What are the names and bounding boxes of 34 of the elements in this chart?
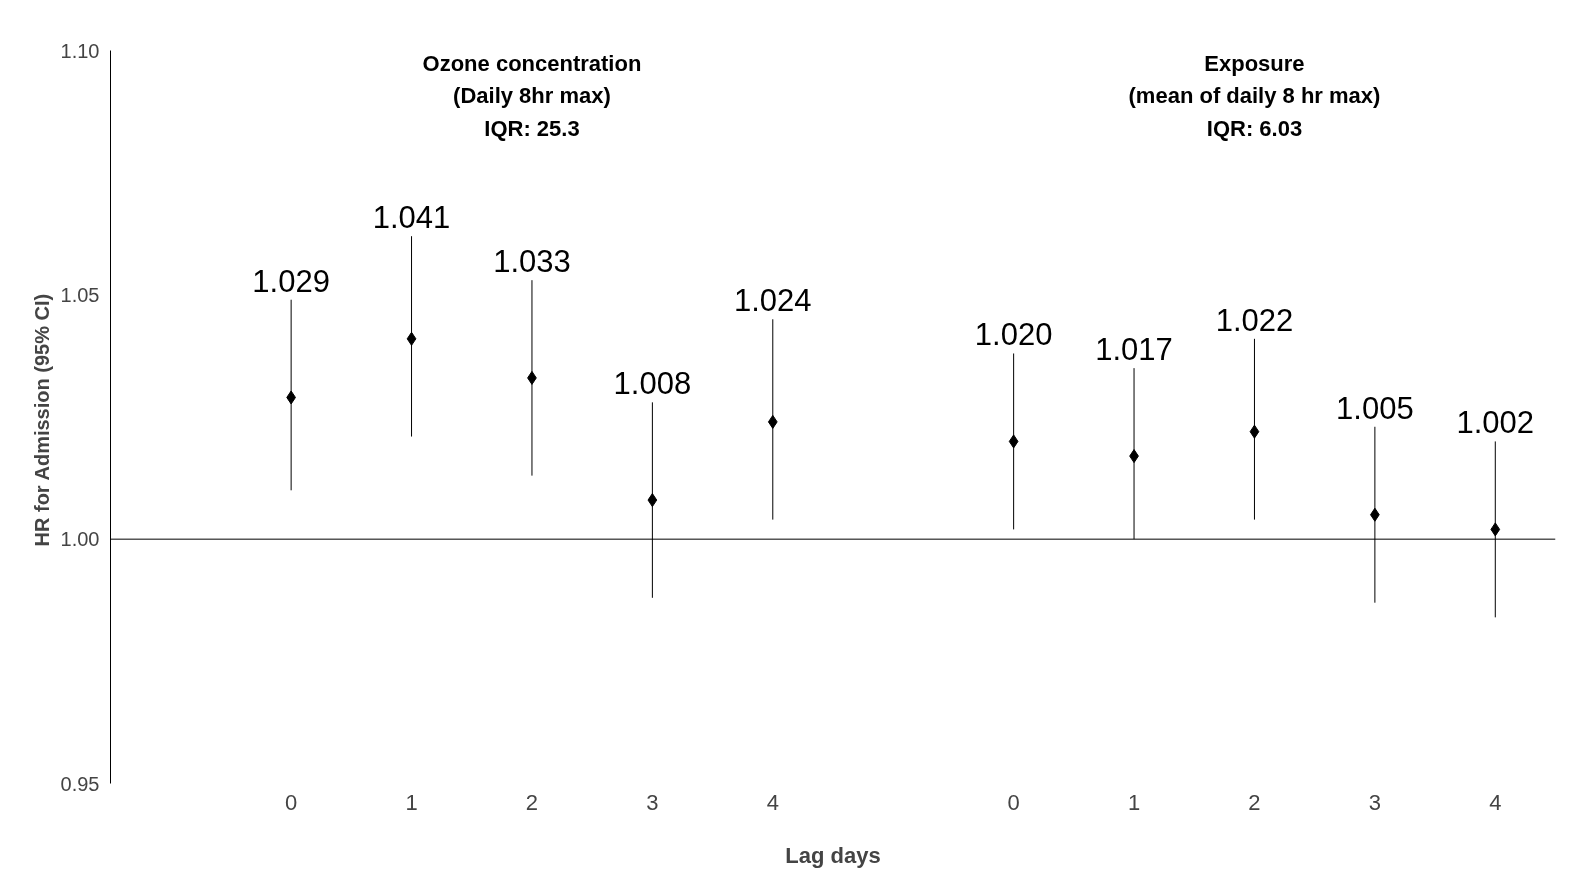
point (647, 493, 658, 508)
data-label: 1.033 (493, 244, 571, 280)
annotation: Exposure (mean of daily 8 hr max) IQR: 6.03 (1128, 50, 1381, 141)
annotation: Ozone concentration (Daily 8hr max) IQR: 25.3 (422, 50, 642, 141)
x-tick-label: 1 (405, 789, 418, 815)
y-tick-label: 1.05 (60, 283, 100, 306)
point (1008, 434, 1019, 449)
y-tick-label: 0.95 (60, 772, 100, 795)
data-label: 1.022 (1215, 302, 1294, 338)
x-axis-title: Lag days (785, 842, 881, 868)
x-tick-label: 4 (1489, 789, 1502, 815)
x-tick-label: 3 (646, 789, 659, 815)
data-label: 1.017 (1095, 332, 1173, 368)
x-tick-label: 2 (1248, 789, 1261, 815)
point (767, 414, 778, 429)
x-tick-label: 2 (525, 789, 539, 815)
data-label: 1.024 (734, 283, 812, 319)
data-label: 1.029 (252, 263, 330, 299)
x-tick-label: 0 (1007, 789, 1020, 815)
point (406, 331, 417, 346)
y-tick-label: 1.00 (60, 528, 100, 551)
x-tick-label: 0 (285, 789, 298, 815)
data-label: 1.041 (372, 200, 451, 236)
y-axis-title: HR for Admission (95% CI) (30, 293, 53, 547)
data-label: 1.020 (974, 317, 1053, 353)
point (1490, 522, 1501, 537)
point (1249, 424, 1260, 439)
x-tick-label: 1 (1127, 789, 1141, 815)
data-label: 1.008 (613, 366, 692, 402)
y-tick-label: 1.10 (60, 39, 100, 62)
x-tick-label: 4 (766, 789, 779, 815)
data-label: 1.005 (1336, 390, 1414, 426)
data-label: 1.002 (1456, 405, 1535, 441)
x-tick-label: 3 (1368, 789, 1382, 815)
